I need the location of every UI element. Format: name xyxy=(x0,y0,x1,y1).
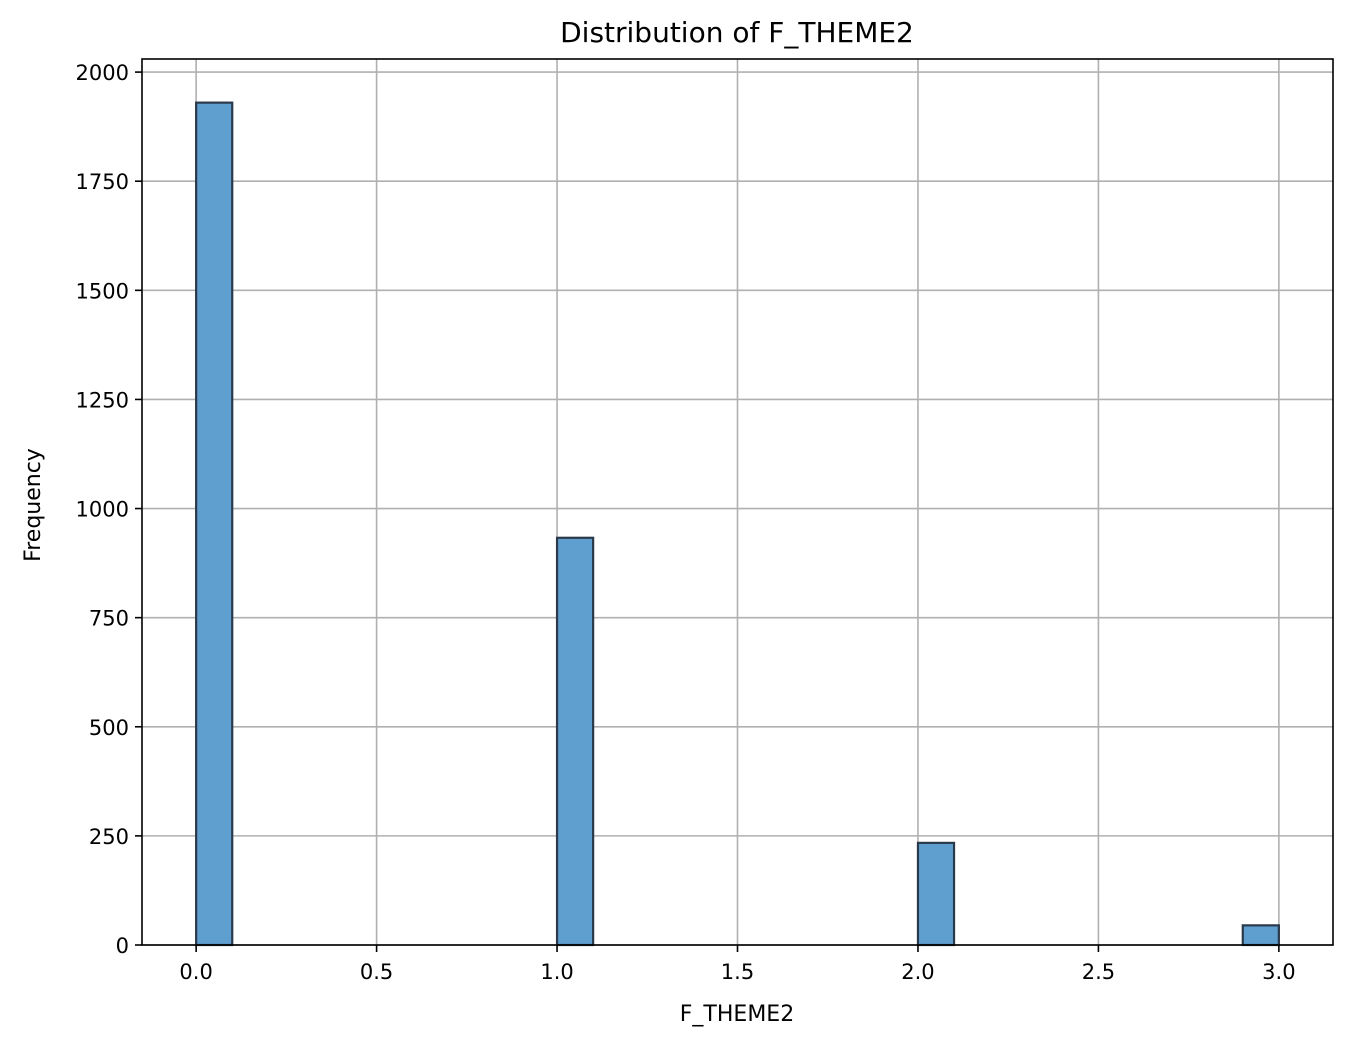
y-tick-label-1: 250 xyxy=(89,825,129,849)
bar-2 xyxy=(916,841,956,947)
y-tick-label-0: 0 xyxy=(116,934,129,958)
y-tick-label-4: 1000 xyxy=(76,498,129,522)
x-axis-ticks: 0.0 0.5 1.0 1.5 2.0 2.5 3.0 xyxy=(179,945,1296,984)
chart-title: Distribution of F_THEME2 xyxy=(560,16,914,49)
y-axis-ticks: 0 250 500 750 1000 1250 1500 1750 2000 xyxy=(76,61,142,958)
y-axis-label: Frequency xyxy=(21,448,46,562)
x-tick-label-5: 2.5 xyxy=(1082,960,1115,984)
grid-lines xyxy=(142,59,1333,946)
y-tick-label-5: 1250 xyxy=(76,388,129,412)
y-tick-label-3: 750 xyxy=(89,607,129,631)
x-axis-label: F_THEME2 xyxy=(680,1002,794,1027)
x-tick-label-4: 2.0 xyxy=(901,960,934,984)
bar-3 xyxy=(1241,924,1280,947)
y-tick-label-7: 1750 xyxy=(76,170,129,194)
bar-0 xyxy=(195,101,234,947)
y-tick-label-2: 500 xyxy=(89,716,129,740)
x-tick-label-0: 0.0 xyxy=(179,960,212,984)
x-tick-label-6: 3.0 xyxy=(1262,960,1295,984)
y-tick-label-8: 2000 xyxy=(76,61,129,85)
x-tick-label-2: 1.0 xyxy=(540,960,573,984)
x-tick-label-3: 1.5 xyxy=(721,960,754,984)
bar-1 xyxy=(555,536,595,947)
x-tick-label-1: 0.5 xyxy=(360,960,393,984)
y-tick-label-6: 1500 xyxy=(76,279,129,303)
